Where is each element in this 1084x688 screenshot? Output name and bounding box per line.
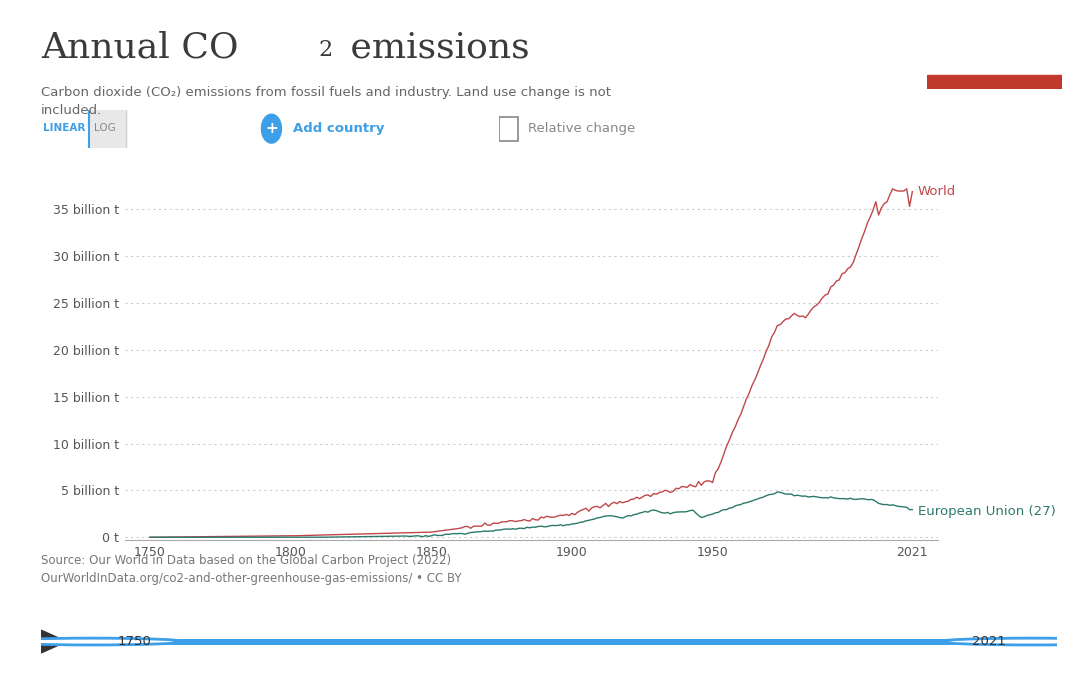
Text: 1750: 1750 bbox=[117, 635, 152, 648]
Text: Source: Our World in Data based on the Global Carbon Project (2022)
OurWorldInDa: Source: Our World in Data based on the G… bbox=[41, 554, 462, 585]
Bar bbox=[927, 75, 1062, 89]
Circle shape bbox=[261, 114, 282, 143]
Text: Add country: Add country bbox=[293, 122, 384, 135]
Circle shape bbox=[940, 638, 1084, 645]
Text: Annual CO: Annual CO bbox=[41, 31, 238, 65]
Text: emissions: emissions bbox=[339, 31, 530, 65]
Text: 2021: 2021 bbox=[972, 635, 1006, 648]
Polygon shape bbox=[41, 630, 66, 653]
FancyBboxPatch shape bbox=[39, 107, 89, 151]
FancyBboxPatch shape bbox=[38, 106, 127, 151]
Text: LINEAR: LINEAR bbox=[42, 123, 85, 133]
Circle shape bbox=[1, 638, 183, 645]
Text: European Union (27): European Union (27) bbox=[918, 504, 1056, 517]
Bar bbox=[87, 638, 1036, 645]
Text: Carbon dioxide (CO₂) emissions from fossil fuels and industry. Land use change i: Carbon dioxide (CO₂) emissions from foss… bbox=[41, 86, 611, 117]
Text: Our World: Our World bbox=[959, 26, 1030, 39]
Text: in Data: in Data bbox=[969, 47, 1020, 60]
Text: 2: 2 bbox=[319, 39, 333, 61]
Text: World: World bbox=[918, 185, 956, 198]
Bar bbox=[499, 116, 518, 141]
Text: LOG: LOG bbox=[94, 123, 116, 133]
Text: Relative change: Relative change bbox=[529, 122, 635, 135]
Text: +: + bbox=[266, 121, 278, 136]
